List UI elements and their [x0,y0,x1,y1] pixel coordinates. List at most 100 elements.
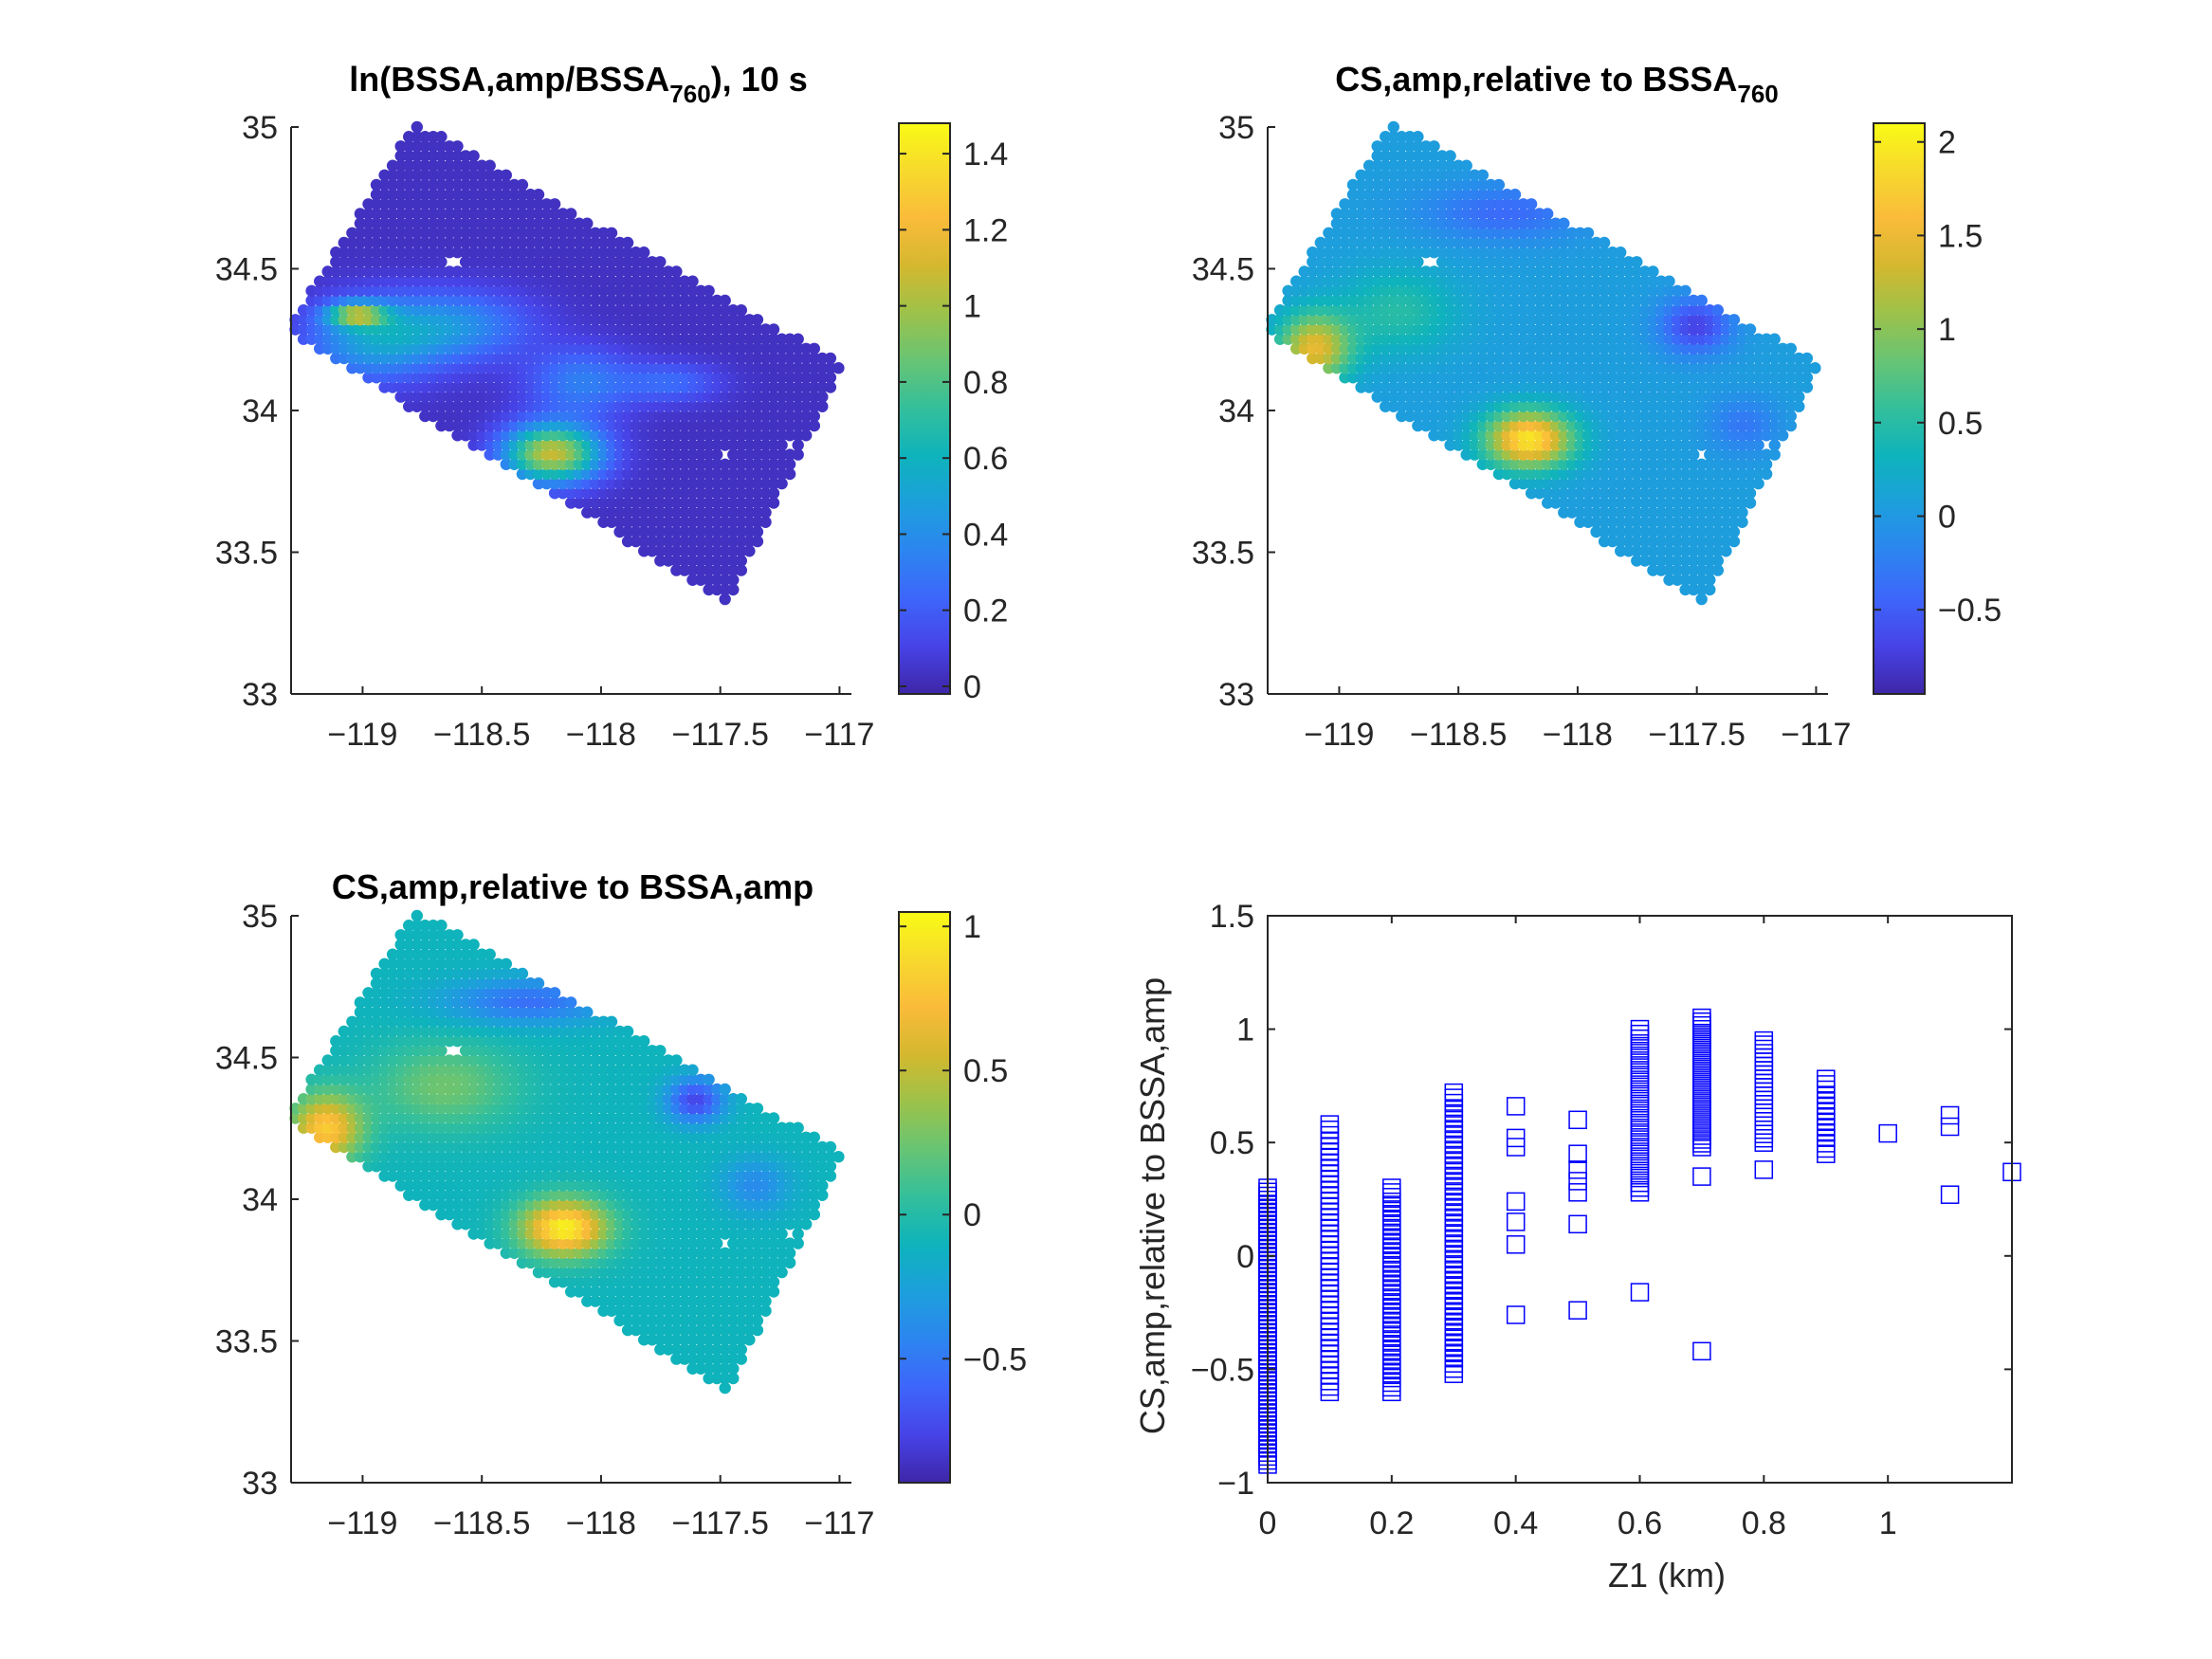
map-cell [1492,458,1506,470]
map-cell [727,333,740,345]
map-cell [338,236,350,249]
map-cell [1777,419,1789,432]
map-cell [605,372,618,384]
map-cell [783,467,796,481]
map-cell [419,352,431,365]
map-cell [654,342,667,355]
map-cell [1606,497,1618,509]
map-cell [751,362,764,374]
map-cell [703,564,715,576]
panel-1-map [289,120,845,606]
map-cell [1720,545,1732,557]
map-cell [1679,429,1691,442]
map-cell [613,362,626,374]
map-cell [1760,419,1773,432]
map-cell [662,467,675,481]
x-tick-label: −119 [327,717,397,753]
map-cell [589,256,602,268]
map-cell [532,275,545,287]
map-cell [735,545,747,557]
map-cell [1574,429,1586,442]
map-cell [727,525,740,538]
map-cell [1615,439,1627,451]
map-cell [1606,525,1618,538]
map-cell [1704,564,1716,576]
y-tick-label: 33.5 [215,536,278,572]
map-cell [1638,497,1652,509]
map-cell [581,458,594,470]
map-cell [338,246,350,259]
map-cell [565,362,577,374]
map-cell [597,342,610,355]
map-cell [783,419,796,432]
map-cell [419,246,431,259]
map-cell [630,381,642,393]
map-cell [419,391,431,403]
map-cell [484,265,496,278]
map-cell [630,410,642,423]
map-cell [597,372,610,384]
map-cell [435,410,448,423]
map-cell [492,217,504,229]
map-cell [354,294,367,307]
map-cell [1695,294,1708,307]
map-cell [776,477,788,490]
map-cell [1558,477,1570,490]
map-cell [613,236,626,249]
map-cell [694,458,707,470]
map-cell [638,545,650,557]
map-cell [427,372,440,384]
map-cell [451,159,464,172]
map-cell [670,535,683,548]
map-cell [443,198,456,210]
map-cell [638,467,650,481]
map-cell [759,333,772,345]
map-cell [638,535,650,548]
map-cell [443,419,456,432]
map-cell [540,314,553,326]
map-cell [670,467,683,481]
map-cell [1542,458,1554,470]
map-cell [1565,448,1579,461]
map-cell [1663,525,1675,538]
map-cell [565,996,577,1009]
map-cell [1752,400,1764,412]
map-cell [1736,419,1748,432]
map-cell [492,400,504,412]
map-cell [451,227,464,239]
map-cell [378,352,391,365]
map-cell [792,352,804,365]
map-cell [573,439,585,451]
map-cell [1654,545,1668,557]
map-cell [403,131,415,143]
map-cell [703,381,715,393]
map-cell [638,333,650,345]
map-cell [435,284,448,297]
map-cell [330,275,342,287]
map-cell [435,150,448,162]
map-cell [727,372,740,384]
map-cell [362,265,375,278]
map-cell [370,333,383,345]
map-cell [532,333,545,345]
map-cell [613,487,626,500]
map-cell [297,304,310,317]
map-cell [1638,506,1652,519]
map-cell [1654,516,1668,528]
map-cell [686,275,699,287]
map-cell [743,381,756,393]
map-cell [557,439,569,451]
map-cell [330,323,342,336]
map-cell [1671,448,1684,461]
map-cell [686,458,699,470]
map-cell [516,304,529,317]
map-cell [1736,400,1748,412]
map-cell [662,497,675,509]
map-cell [662,294,675,307]
map-cell [1654,429,1668,442]
map-cell [548,314,561,326]
map-cell [1574,400,1586,412]
map-cell [597,429,610,442]
map-cell [419,362,431,374]
map-cell [1444,410,1456,423]
